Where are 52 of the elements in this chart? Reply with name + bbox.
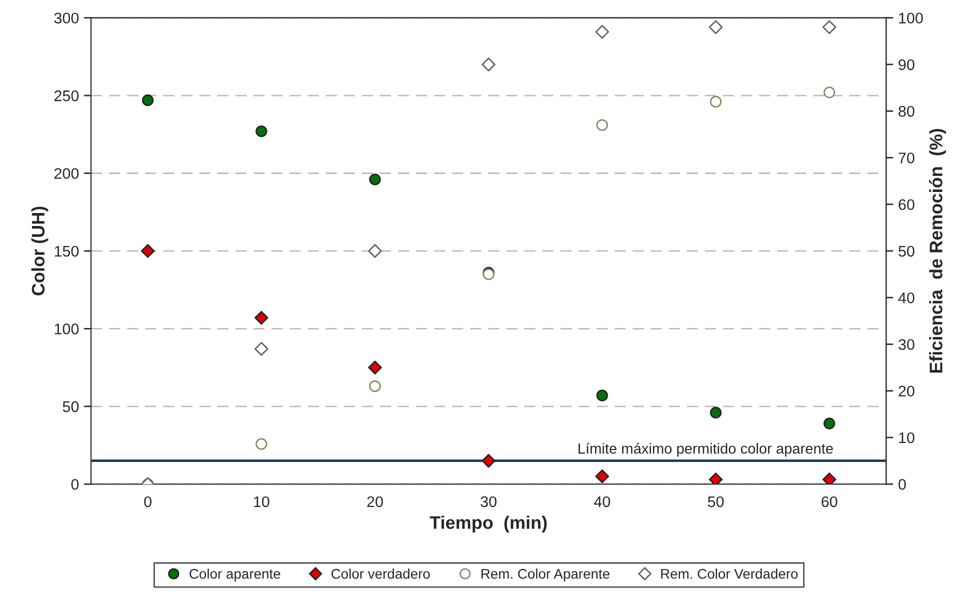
- y2-tick-label: 80: [898, 106, 914, 117]
- y2-axis-title: Eficiencia de Remoción (%): [929, 128, 946, 373]
- legend-label: Color aparente: [190, 568, 280, 582]
- point: [824, 418, 836, 430]
- point: [368, 244, 382, 258]
- y2-tick-label: 0: [898, 478, 906, 490]
- point: [708, 472, 723, 484]
- legend-label: Color verdadero: [332, 568, 430, 579]
- y-tick-label: 100: [54, 324, 79, 334]
- y2-tick-label: 30: [898, 339, 914, 350]
- x-tick-label: 60: [822, 496, 838, 508]
- y-tick-label: 0: [71, 478, 79, 490]
- ref-line-label: Límite máximo permitido color aparente: [578, 442, 833, 457]
- point: [254, 342, 268, 356]
- point: [254, 310, 268, 325]
- point: [142, 94, 154, 106]
- y2-tick-label: 70: [898, 152, 914, 164]
- point: [595, 24, 610, 39]
- point: [368, 360, 382, 374]
- point: [708, 20, 723, 34]
- point: [140, 244, 155, 258]
- point: [595, 469, 610, 484]
- y-tick-label: 150: [54, 246, 79, 257]
- point: [369, 174, 381, 186]
- x-tick-label: 20: [367, 496, 383, 508]
- y2-tick-label: 20: [898, 386, 914, 397]
- y2-tick-label: 90: [898, 59, 914, 70]
- legend-label: Rem. Color Verdadero: [661, 568, 798, 579]
- x-tick-label: 10: [254, 496, 270, 508]
- y-tick-label: 300: [54, 12, 79, 24]
- point: [822, 20, 836, 34]
- y-tick-label: 250: [54, 90, 79, 102]
- y2-tick-label: 50: [898, 246, 914, 257]
- point: [482, 58, 496, 72]
- x-tick-label: 0: [144, 496, 152, 508]
- x-tick-label: 50: [708, 496, 724, 508]
- x-tick-label: 40: [594, 496, 610, 508]
- y2-tick-label: 100: [899, 12, 923, 24]
- point: [710, 406, 722, 418]
- point: [596, 390, 608, 402]
- y-tick-label: 200: [54, 168, 79, 179]
- point: [822, 472, 836, 484]
- y2-tick-label: 60: [898, 199, 914, 210]
- y-axis-title: Color (UH): [31, 206, 48, 296]
- y-tick-label: 50: [62, 401, 79, 412]
- y2-tick-label: 10: [899, 432, 914, 444]
- x-tick-label: 30: [480, 496, 496, 508]
- point: [256, 125, 268, 138]
- legend-label: Rem. Color Aparente: [482, 568, 610, 582]
- x-axis-title: Tiempo (min): [430, 516, 547, 533]
- y2-tick-label: 40: [898, 292, 914, 304]
- point: [482, 454, 496, 468]
